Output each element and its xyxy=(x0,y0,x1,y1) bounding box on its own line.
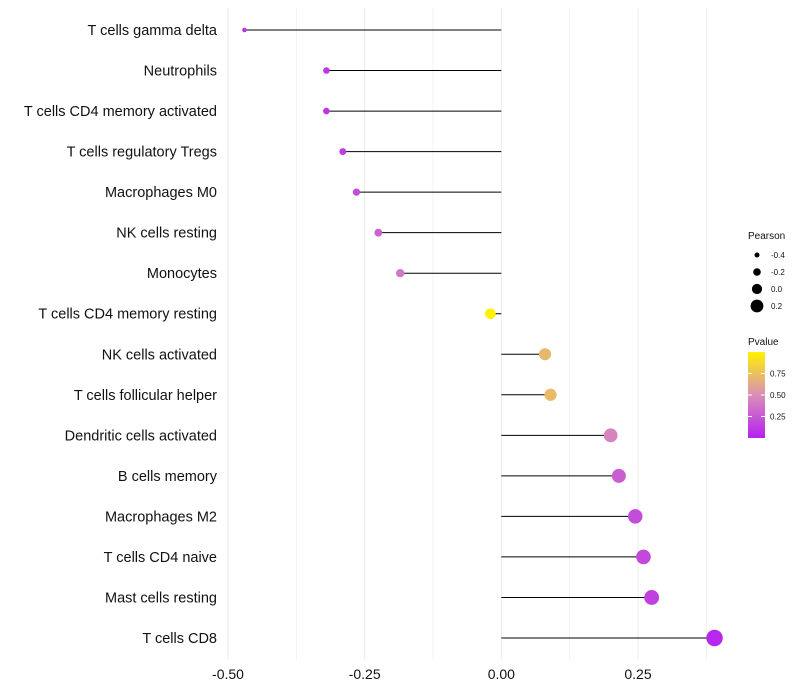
color-legend-label: 0.75 xyxy=(770,370,786,379)
category-label: NK cells resting xyxy=(116,226,217,242)
category-label: T cells CD4 memory resting xyxy=(38,307,217,323)
category-label: Mast cells resting xyxy=(105,590,217,606)
category-labels: T cells gamma delta Neutrophils T cells CD… xyxy=(24,23,218,647)
color-legend-label: 0.50 xyxy=(770,391,786,400)
category-label: T cells follicular helper xyxy=(74,388,217,404)
data-point xyxy=(323,107,330,115)
size-legend-label: 0.0 xyxy=(771,285,783,294)
category-label: T cells CD4 naive xyxy=(104,550,217,566)
data-point xyxy=(611,468,626,483)
data-point xyxy=(644,590,660,605)
data-point xyxy=(352,188,361,196)
category-label: B cells memory xyxy=(118,469,218,485)
data-point xyxy=(339,148,347,156)
category-label: Macrophages M2 xyxy=(105,509,217,525)
category-label: Dendritic cells activated xyxy=(65,428,217,444)
x-tick-label: -0.25 xyxy=(349,666,381,682)
x-axis-tick-labels: -0.50 -0.25 0.00 0.25 xyxy=(212,666,652,682)
color-legend: Pvalue 0.25 0.50 0.75 xyxy=(748,337,786,438)
x-tick-label: 0.00 xyxy=(488,666,515,682)
data-point xyxy=(395,268,405,278)
category-label: T cells gamma delta xyxy=(88,23,218,39)
size-legend-label: -0.4 xyxy=(771,251,785,260)
data-point xyxy=(539,348,552,361)
stems-layer xyxy=(244,29,715,639)
category-label: T cells regulatory Tregs xyxy=(67,145,217,161)
size-legend-label: 0.2 xyxy=(771,302,783,311)
data-point xyxy=(706,629,723,647)
size-legend-label: -0.2 xyxy=(771,268,785,277)
x-tick-label: -0.50 xyxy=(212,666,244,682)
grid-layer xyxy=(227,8,707,660)
data-point xyxy=(544,388,557,401)
category-label: NK cells activated xyxy=(102,347,217,363)
color-legend-bar xyxy=(748,352,765,438)
category-label: Macrophages M0 xyxy=(105,185,217,201)
x-tick-label: 0.25 xyxy=(624,666,651,682)
size-legend: Pearson -0.4 -0.2 0.0 0.2 xyxy=(748,231,785,313)
category-label: T cells CD8 xyxy=(142,631,217,647)
data-point xyxy=(636,549,651,565)
data-point xyxy=(323,67,330,74)
category-label: Monocytes xyxy=(147,266,217,282)
data-point xyxy=(242,27,247,33)
size-legend-key xyxy=(754,252,760,258)
size-legend-key xyxy=(753,268,761,276)
data-point xyxy=(603,428,618,443)
color-legend-label: 0.25 xyxy=(770,413,786,422)
category-label: Neutrophils xyxy=(144,64,217,80)
points-layer xyxy=(242,27,723,647)
size-legend-key xyxy=(751,283,763,295)
color-legend-title: Pvalue xyxy=(748,337,779,348)
category-label: T cells CD4 memory activated xyxy=(24,104,217,120)
size-legend-title: Pearson xyxy=(748,231,785,242)
data-point xyxy=(485,308,496,320)
data-point xyxy=(374,228,383,237)
data-point xyxy=(628,509,643,524)
size-legend-key xyxy=(750,299,764,313)
